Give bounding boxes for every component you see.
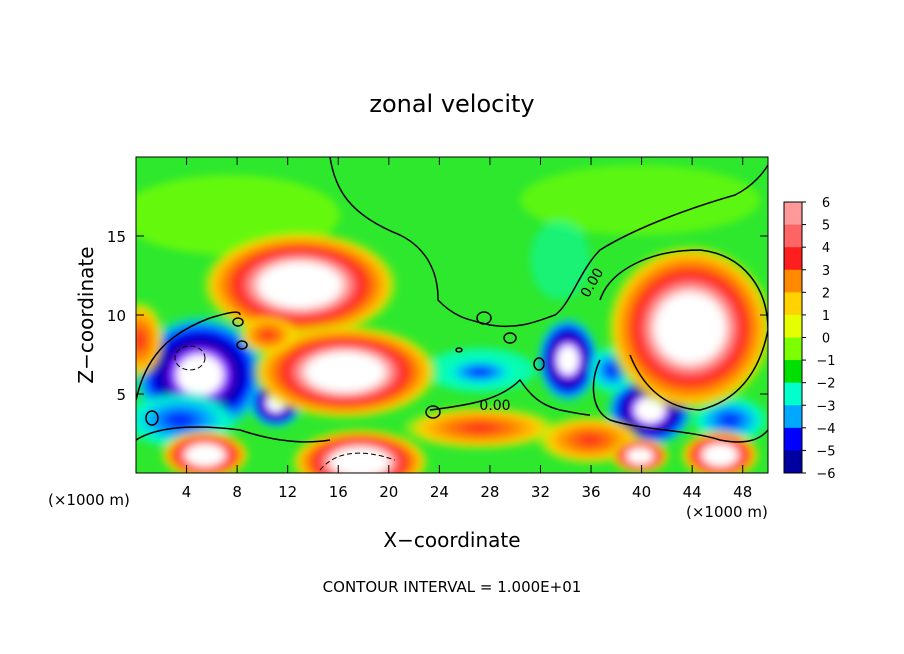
y-tick-label: 15 xyxy=(107,228,126,246)
zero-contour-island-2 xyxy=(503,332,517,344)
colorbar-swatch xyxy=(784,224,802,248)
colorbar-swatch xyxy=(784,314,802,338)
colorbar-label: 0 xyxy=(822,332,830,347)
x-tick-label: 48 xyxy=(733,483,752,501)
zero-contour-mid xyxy=(429,378,591,416)
colorbar-label: 6 xyxy=(822,196,830,211)
x-tick-label: 12 xyxy=(278,483,297,501)
zero-contour-left xyxy=(136,311,241,401)
x-tick-label: 24 xyxy=(430,483,449,501)
upper-lime-band-right xyxy=(520,165,760,235)
colorbar-swatch xyxy=(784,269,802,293)
zero-contour-island-7 xyxy=(236,340,248,350)
zero-contour-island-1 xyxy=(476,311,492,325)
x-tick-label: 8 xyxy=(232,483,242,501)
colorbar-label: −5 xyxy=(816,444,835,459)
colorbar-swatch xyxy=(784,450,802,474)
smooth-field xyxy=(136,165,768,473)
zero-contour-upper xyxy=(329,157,768,328)
zero-contour-right-lower xyxy=(592,359,768,443)
colorbar-label: 3 xyxy=(822,264,830,279)
pos-upper-left xyxy=(200,230,400,340)
x-tick-label: 28 xyxy=(480,483,499,501)
colorbar-label: −3 xyxy=(816,399,835,414)
heatmap-field xyxy=(136,157,768,473)
colorbar-swatch xyxy=(784,405,802,429)
colorbar-swatch xyxy=(784,360,802,384)
neg-x27 xyxy=(440,356,520,388)
zero-contour-island-3 xyxy=(533,357,545,371)
y-axis-label: Z−coordinate xyxy=(74,246,98,383)
pos-bottom-center xyxy=(290,428,430,473)
pos-bottom-x40 xyxy=(610,438,670,473)
colorbar-swatch xyxy=(784,427,802,451)
colorbar-label: −4 xyxy=(816,422,835,437)
colorbar-swatch xyxy=(784,382,802,406)
y-tick-label: 10 xyxy=(107,307,126,325)
neg-contour-left xyxy=(174,345,206,371)
pos-x11-row xyxy=(238,315,298,355)
colorbar: 6 5 4 3 2 1 0 −1 −2 −3 −4 −5 −6 xyxy=(783,196,836,482)
pos-bottom-mid xyxy=(400,406,560,450)
colorbar-label: −2 xyxy=(816,377,835,392)
x-tick-label: 40 xyxy=(632,483,651,501)
y-tick-label: 5 xyxy=(116,386,126,404)
chart-title: zonal velocity xyxy=(369,90,534,118)
pos-center xyxy=(250,324,440,420)
x-tick-label: 32 xyxy=(531,483,550,501)
pos-bottom-left xyxy=(160,430,250,473)
x-axis-label: X−coordinate xyxy=(383,528,520,552)
x-tick-label: 44 xyxy=(683,483,702,501)
zero-contour-island-5 xyxy=(425,405,441,419)
contour-label-1: 0.00 xyxy=(479,398,510,414)
cyan-patch-upper xyxy=(530,220,590,300)
zero-contour-island-4 xyxy=(145,410,159,426)
zero-contour-island-6 xyxy=(232,317,244,327)
y-axis-ticks: 5 10 15 xyxy=(107,228,768,404)
colorbar-label: 5 xyxy=(822,219,830,234)
x-unit-right: (×1000 m) xyxy=(686,503,768,521)
x-tick-label: 16 xyxy=(329,483,348,501)
contour-interval-note: CONTOUR INTERVAL = 1.000E+01 xyxy=(323,578,582,596)
x-unit-left: (×1000 m) xyxy=(48,491,130,509)
x-tick-label: 36 xyxy=(581,483,600,501)
colorbar-swatch xyxy=(784,292,802,316)
x-tick-label: 20 xyxy=(379,483,398,501)
neg-x35 xyxy=(536,316,600,404)
neg-contour-bottom xyxy=(319,452,396,471)
colorbar-label: −6 xyxy=(816,467,835,482)
colorbar-swatch xyxy=(784,247,802,271)
x-tick-label: 4 xyxy=(182,483,192,501)
zero-contour-bottom-left xyxy=(136,426,331,443)
colorbar-label: 4 xyxy=(822,241,830,256)
pos-left-edge xyxy=(136,300,165,380)
x-axis-ticks: 4 8 12 16 20 24 28 32 36 40 44 48 xyxy=(182,157,752,501)
negative-contours xyxy=(174,345,396,471)
colorbar-label: −1 xyxy=(816,354,835,369)
colorbar-label: 1 xyxy=(822,309,830,324)
pos-bottom-right xyxy=(680,430,760,473)
pos-upper-right xyxy=(605,243,768,413)
zero-contour-island-8 xyxy=(455,347,463,353)
colorbar-swatch xyxy=(784,337,802,361)
colorbar-label: 2 xyxy=(822,286,830,301)
colorbar-swatch xyxy=(784,202,802,226)
